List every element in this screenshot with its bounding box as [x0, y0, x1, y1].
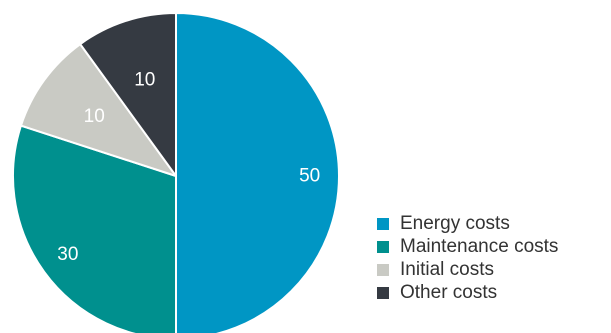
legend-label: Initial costs: [400, 258, 494, 280]
data-label-other-costs: 10: [134, 69, 155, 90]
data-label-initial-costs: 10: [84, 106, 105, 127]
pie-slice-energy-costs: [175, 12, 340, 333]
pie-slice-maintenance-costs: [12, 124, 177, 333]
legend-swatch: [377, 263, 389, 276]
legend-swatch: [377, 217, 389, 230]
legend-label: Maintenance costs: [400, 235, 559, 257]
legend-item-initial-costs: Initial costs: [377, 258, 558, 281]
legend-item-energy-costs: Energy costs: [377, 212, 558, 235]
pie-slice-initial-costs: [19, 43, 177, 177]
legend-label: Other costs: [400, 281, 498, 303]
legend-label: Energy costs: [400, 212, 510, 234]
data-label-maintenance-costs: 30: [57, 244, 78, 265]
pie-slice-other-costs: [79, 12, 177, 177]
legend-item-other-costs: Other costs: [377, 281, 558, 304]
data-label-energy-costs: 50: [299, 166, 320, 187]
legend-item-maintenance-costs: Maintenance costs: [377, 235, 558, 258]
legend-swatch: [377, 286, 389, 299]
chart-legend: Energy costs Maintenance costs Initial c…: [377, 212, 558, 304]
legend-swatch: [377, 240, 389, 253]
